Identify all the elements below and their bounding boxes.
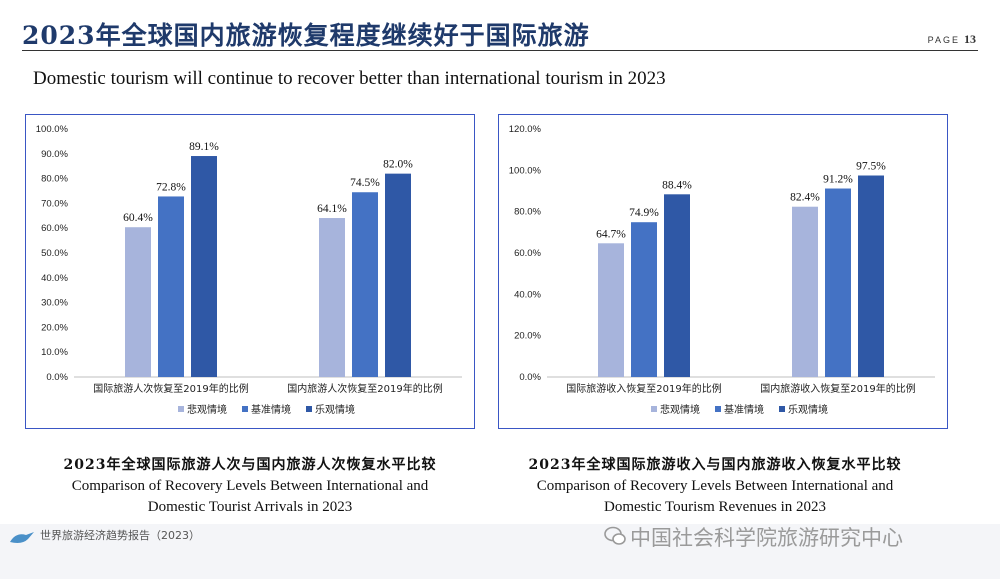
bar-domestic-series-1 bbox=[319, 218, 345, 377]
bar-international-series-3 bbox=[191, 156, 217, 377]
bar-domestic-series-1 bbox=[792, 206, 818, 377]
slide-title: 2023年全球国内旅游恢复程度继续好于国际旅游 bbox=[22, 21, 590, 50]
y-tick-label: 30.0% bbox=[41, 298, 68, 309]
x-category-label: 国际旅游收入恢复至2019年的比例 bbox=[566, 382, 721, 395]
bar-domestic-series-2 bbox=[825, 188, 851, 377]
y-tick-label: 90.0% bbox=[41, 149, 68, 160]
bar-international-series-3 bbox=[664, 194, 690, 377]
caption-arrivals-cn: 2023年全球国际旅游人次与国内旅游人次恢复水平比较 bbox=[63, 457, 437, 473]
bar-value-label: 97.5% bbox=[856, 161, 886, 173]
legend-swatch bbox=[715, 406, 721, 412]
bar-value-label: 82.0% bbox=[383, 159, 413, 171]
y-tick-label: 20.0% bbox=[41, 322, 68, 333]
y-tick-label: 50.0% bbox=[41, 248, 68, 259]
legend-label: 基准情境 bbox=[724, 403, 764, 416]
bar-value-label: 64.7% bbox=[596, 228, 626, 240]
y-tick-label: 40.0% bbox=[514, 289, 541, 300]
page-label: PAGE bbox=[927, 35, 960, 45]
legend-label: 悲观情境 bbox=[660, 403, 700, 416]
bar-international-series-1 bbox=[125, 227, 151, 377]
watermark-text: 中国社会科学院旅游研究中心 bbox=[630, 526, 903, 550]
wechat-icon bbox=[604, 526, 626, 545]
report-name: 世界旅游经济趋势报告（2023） bbox=[40, 529, 200, 542]
chart-revenues-svg: 0.0% 20.0% 40.0% 60.0% 80.0% 100.0% 120.0% 64.7… bbox=[509, 124, 935, 416]
page-number: 13 bbox=[964, 32, 976, 46]
bar-domestic-series-3 bbox=[858, 175, 884, 377]
y-tick-label: 60.0% bbox=[41, 223, 68, 234]
bar-value-label: 82.4% bbox=[790, 192, 820, 204]
y-tick-label: 10.0% bbox=[41, 347, 68, 358]
y-tick-label: 0.0% bbox=[46, 372, 68, 383]
y-tick-label: 40.0% bbox=[41, 273, 68, 284]
bar-value-label: 72.8% bbox=[156, 181, 186, 193]
y-tick-label: 80.0% bbox=[514, 207, 541, 218]
legend-swatch bbox=[178, 406, 184, 412]
page-indicator: PAGE 13 bbox=[928, 32, 976, 47]
report-logo-icon bbox=[10, 532, 34, 543]
y-tick-label: 100.0% bbox=[509, 165, 542, 176]
caption-revenues-cn: 2023年全球国际旅游收入与国内旅游收入恢复水平比较 bbox=[528, 457, 902, 473]
y-tick-label: 0.0% bbox=[519, 372, 541, 383]
chart-arrivals-svg: 0.0% 10.0% 20.0% 30.0% 40.0% 50.0% 60.0% 70.0% 8… bbox=[36, 124, 462, 416]
bar-value-label: 89.1% bbox=[189, 141, 219, 153]
bar-value-label: 64.1% bbox=[317, 203, 347, 215]
legend-swatch bbox=[651, 406, 657, 412]
legend-swatch bbox=[779, 406, 785, 412]
y-tick-label: 100.0% bbox=[36, 124, 69, 135]
caption-revenues-en-line1: Comparison of Recovery Levels Between In… bbox=[536, 478, 894, 494]
bar-value-label: 88.4% bbox=[662, 179, 692, 191]
legend-label: 基准情境 bbox=[251, 403, 291, 416]
y-tick-label: 60.0% bbox=[514, 248, 541, 259]
caption-revenues: 2023年全球国际旅游收入与国内旅游收入恢复水平比较 Comparison of… bbox=[480, 455, 950, 518]
legend-label: 悲观情境 bbox=[187, 403, 227, 416]
y-tick-label: 70.0% bbox=[41, 198, 68, 209]
bar-domestic-series-3 bbox=[385, 173, 411, 377]
bar-value-label: 60.4% bbox=[123, 212, 153, 224]
legend-label: 乐观情境 bbox=[315, 403, 355, 416]
footer-band bbox=[0, 524, 1000, 579]
legend-swatch bbox=[306, 406, 312, 412]
title-divider bbox=[22, 50, 978, 51]
bar-international-series-1 bbox=[598, 243, 624, 377]
bar-value-label: 74.9% bbox=[629, 207, 659, 219]
caption-arrivals-en-line1: Comparison of Recovery Levels Between In… bbox=[71, 478, 429, 494]
bar-domestic-series-2 bbox=[352, 192, 378, 377]
bar-value-label: 74.5% bbox=[350, 177, 380, 189]
y-tick-label: 20.0% bbox=[514, 331, 541, 342]
x-category-label: 国际旅游人次恢复至2019年的比例 bbox=[93, 382, 248, 395]
slide-subtitle: Domestic tourism will continue to recove… bbox=[33, 68, 666, 89]
caption-arrivals: 2023年全球国际旅游人次与国内旅游人次恢复水平比较 Comparison of… bbox=[15, 455, 485, 518]
y-tick-label: 120.0% bbox=[509, 124, 542, 135]
caption-arrivals-en-line2: Domestic Tourist Arrivals in 2023 bbox=[147, 499, 353, 515]
bar-value-label: 91.2% bbox=[823, 174, 853, 186]
chart-tourism-revenues: 0.0% 20.0% 40.0% 60.0% 80.0% 100.0% 120.0% 64.7… bbox=[498, 114, 948, 429]
caption-revenues-en-line2: Domestic Tourism Revenues in 2023 bbox=[604, 499, 826, 515]
chart-tourist-arrivals: 0.0% 10.0% 20.0% 30.0% 40.0% 50.0% 60.0% 70.0% 8… bbox=[25, 114, 475, 429]
bar-international-series-2 bbox=[631, 222, 657, 377]
x-category-label: 国内旅游人次恢复至2019年的比例 bbox=[287, 382, 442, 395]
x-category-label: 国内旅游收入恢复至2019年的比例 bbox=[760, 382, 915, 395]
legend-swatch bbox=[242, 406, 248, 412]
y-tick-label: 80.0% bbox=[41, 174, 68, 185]
legend-label: 乐观情境 bbox=[788, 403, 828, 416]
bar-international-series-2 bbox=[158, 196, 184, 377]
